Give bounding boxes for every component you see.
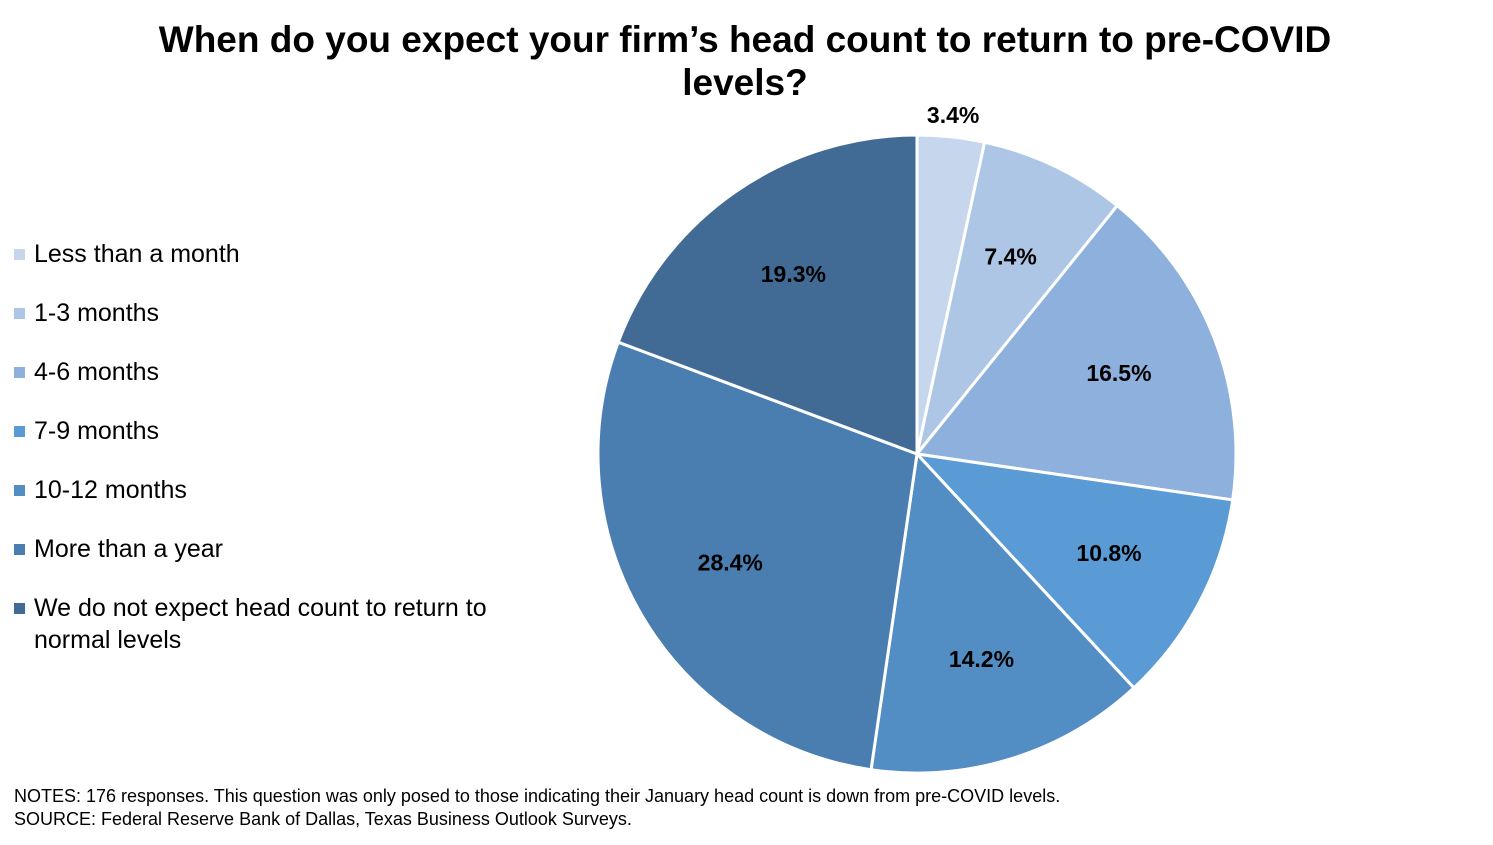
legend-label: More than a year	[34, 535, 223, 563]
legend-swatch	[14, 426, 25, 437]
legend-label: 4-6 months	[34, 358, 160, 386]
notes-text: NOTES: 176 responses. This question was …	[14, 786, 1061, 806]
legend-label: 7-9 months	[34, 417, 160, 445]
data-label-7-9-months: 10.8%	[1076, 540, 1141, 566]
legend-item-more-than-a-year: More than a year	[14, 533, 534, 565]
chart-title: When do you expect your firm’s head coun…	[158, 19, 1332, 103]
data-label-1-3-months: 7.4%	[984, 243, 1036, 269]
data-label-less-than-a-month: 3.4%	[927, 102, 979, 128]
legend-swatch	[14, 544, 25, 555]
legend-item-less-than-a-month: Less than a month	[14, 238, 534, 270]
legend-swatch	[14, 308, 25, 319]
legend-label: Less than a month	[34, 240, 240, 268]
legend-swatch	[14, 603, 25, 614]
pie-slice-we-do-not-expect-head-count-to-return-to-normal-levels	[616, 133, 919, 456]
legend-label: 1-3 months	[34, 299, 160, 327]
legend-item-1-3-months: 1-3 months	[14, 297, 534, 329]
legend-item-7-9-months: 7-9 months	[14, 415, 534, 447]
legend-label: 10-12 months	[34, 476, 187, 504]
source-text: SOURCE: Federal Reserve Bank of Dallas, …	[14, 809, 632, 829]
legend-swatch	[14, 367, 25, 378]
legend-item-4-6-months: 4-6 months	[14, 356, 534, 388]
pie-slice-1-3-months	[915, 140, 1119, 456]
data-label-we-do-not-expect-head-count-to-return-to-normal-levels: 19.3%	[761, 261, 826, 287]
chart-notes: NOTES: 176 responses. This question was …	[14, 785, 1474, 831]
pie-slices	[596, 133, 1238, 775]
pie-slice-4-6-months	[915, 204, 1238, 502]
data-label-more-than-a-year: 28.4%	[698, 549, 763, 575]
legend-swatch	[14, 249, 25, 260]
legend-item-10-12-months: 10-12 months	[14, 474, 534, 506]
pie-slice-7-9-months	[915, 452, 1235, 690]
legend-label: We do not expect head count to return to…	[34, 594, 487, 654]
pie-labels: 3.4% 7.4% 16.5% 10.8% 14.2% 28.4% 19.3%	[698, 102, 1152, 672]
data-label-10-12-months: 14.2%	[949, 646, 1014, 672]
pie-slice-more-than-a-year	[596, 340, 919, 772]
legend-swatch	[14, 485, 25, 496]
legend: Less than a month 1-3 months 4-6 months 7-9…	[14, 238, 534, 683]
legend-item-we-do-not-expect-head-count-to-return-to-normal-levels: We do not expect head count to return to…	[14, 592, 534, 656]
data-label-4-6-months: 16.5%	[1086, 360, 1151, 386]
pie-slice-10-12-months	[869, 452, 1136, 775]
